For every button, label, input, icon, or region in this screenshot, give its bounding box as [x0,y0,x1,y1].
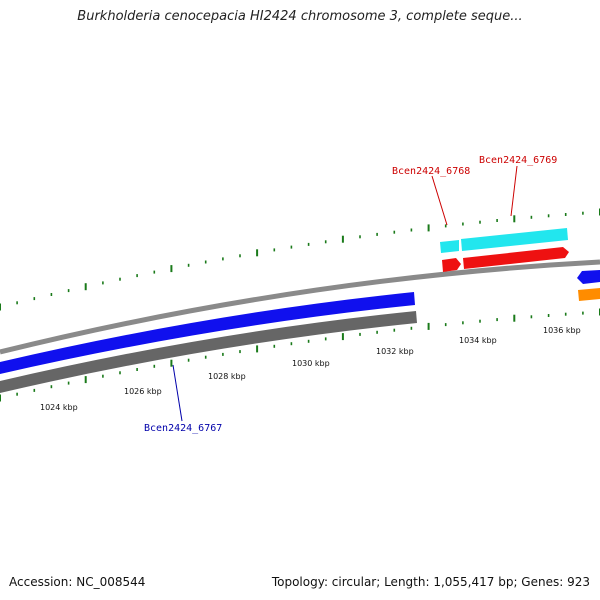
tick-label-1032: 1032 kbp [376,347,414,356]
tick-label-1030: 1030 kbp [292,359,330,368]
gene-right-orange [578,288,600,301]
accession-text: Accession: NC_008544 [9,575,146,589]
map-title: Burkholderia cenocepacia HI2424 chromoso… [77,9,523,24]
gene-label-6768[interactable]: Bcen2424_6768 [392,166,470,177]
gene-6768-cyan [440,240,459,253]
leader-6768 [431,175,448,226]
gene-right-blue [577,270,600,284]
tick-label-1028: 1028 kbp [208,372,246,381]
gene-6768-red [442,258,461,272]
leader-6767 [172,364,183,422]
topology-summary: Topology: circular; Length: 1,055,417 bp… [271,575,590,589]
gene-6769-cyan [461,228,568,251]
gene-reverse-gray [0,311,417,393]
gene-label-6767[interactable]: Bcen2424_6767 [144,423,222,434]
tick-label-1024: 1024 kbp [40,403,78,412]
scale-tick-track [0,308,600,402]
tick-label-1036: 1036 kbp [543,326,581,335]
gene-6767-forward [0,292,415,374]
gene-label-6769[interactable]: Bcen2424_6769 [479,155,557,166]
tick-label-1034: 1034 kbp [459,336,497,345]
outer-tick-track [0,208,600,311]
leader-6769 [510,165,518,217]
chromosome-backbone [0,259,600,355]
tick-label-1026: 1026 kbp [124,387,162,396]
gene-6769-red [463,247,569,269]
